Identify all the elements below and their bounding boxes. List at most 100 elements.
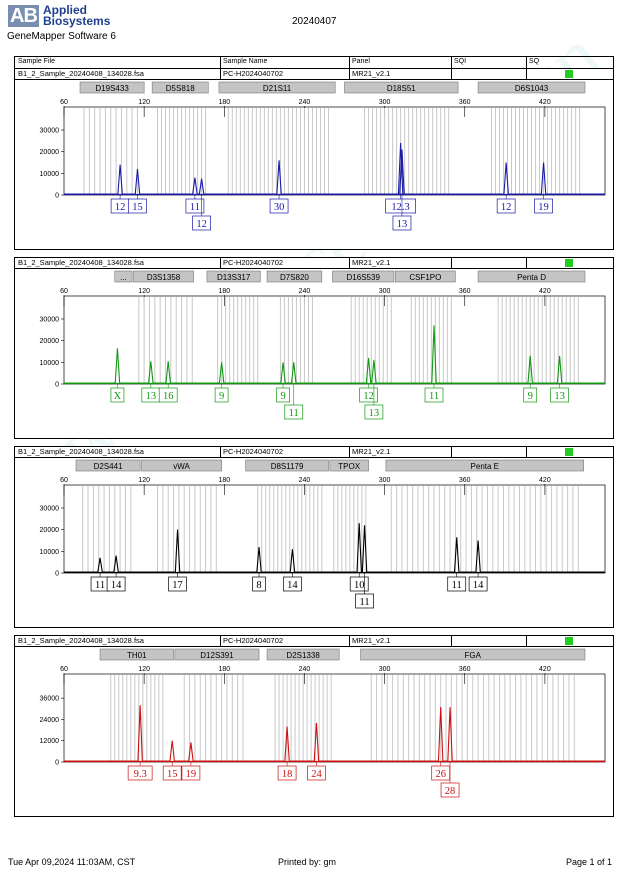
allele-call-label[interactable]: 10 bbox=[349, 573, 369, 592]
locus-marker-label: D6S1043 bbox=[515, 84, 549, 93]
x-tick-label: 300 bbox=[379, 99, 391, 106]
allele-call-text: 26 bbox=[435, 769, 446, 780]
locus-marker[interactable]: D21S11 bbox=[218, 81, 336, 94]
locus-marker[interactable]: D2S441 bbox=[75, 459, 141, 472]
allele-call-label[interactable]: 16 bbox=[158, 384, 178, 403]
locus-marker[interactable]: CSF1PO bbox=[394, 270, 456, 283]
allele-call-text: X bbox=[114, 391, 122, 402]
allele-call-label[interactable]: 12.3 bbox=[385, 195, 416, 214]
y-tick-label: 0 bbox=[55, 193, 59, 200]
allele-call-label[interactable]: 13 bbox=[550, 384, 569, 403]
allele-call-label[interactable]: 11 bbox=[424, 384, 444, 403]
sample-name: PC-H2024040702 bbox=[223, 69, 284, 78]
sample-name: PC-H2024040702 bbox=[223, 447, 284, 456]
locus-marker[interactable]: D13S317 bbox=[206, 270, 261, 283]
panel-name: MR21_v2.1 bbox=[352, 636, 391, 645]
allele-call-text: 13 bbox=[146, 391, 157, 402]
allele-call-text: 24 bbox=[311, 769, 322, 780]
allele-call-label[interactable]: 24 bbox=[307, 762, 326, 781]
allele-call-label[interactable]: 14 bbox=[106, 573, 126, 592]
allele-call-label[interactable]: 9 bbox=[276, 384, 290, 403]
locus-marker[interactable]: D18S51 bbox=[344, 81, 459, 94]
allele-call-label[interactable]: 17 bbox=[168, 573, 187, 592]
allele-call-label[interactable]: 9 bbox=[523, 384, 538, 403]
y-tick-label: 10000 bbox=[40, 360, 60, 367]
locus-marker[interactable]: vWA bbox=[141, 459, 222, 472]
allele-call-label[interactable]: 13 bbox=[141, 384, 161, 403]
sample-file: B1_2_Sample_20240408_134028.fsa bbox=[18, 636, 144, 645]
signal-trace bbox=[64, 705, 605, 762]
locus-marker[interactable]: D19S433 bbox=[79, 81, 145, 94]
allele-call-label[interactable]: 12 bbox=[496, 195, 516, 214]
x-tick-label: 60 bbox=[60, 288, 68, 295]
locus-marker-label: D18S51 bbox=[387, 84, 416, 93]
locus-marker[interactable]: Penta E bbox=[385, 459, 584, 472]
locus-marker[interactable]: FGA bbox=[360, 648, 586, 661]
allele-call-label[interactable]: 15 bbox=[128, 195, 147, 214]
locus-marker[interactable]: D7S820 bbox=[266, 270, 323, 283]
allele-call-label[interactable]: 13 bbox=[392, 195, 412, 231]
locus-marker-label: D19S433 bbox=[95, 84, 129, 93]
allele-call-label[interactable]: 9 bbox=[214, 384, 229, 403]
signal-trace bbox=[64, 142, 605, 195]
allele-call-label[interactable]: 14 bbox=[468, 573, 488, 592]
col-sq: SQ bbox=[529, 58, 540, 65]
x-tick-label: 360 bbox=[459, 477, 471, 484]
allele-call-label[interactable]: 18 bbox=[277, 762, 297, 781]
x-tick-label: 300 bbox=[379, 477, 391, 484]
panel-name: MR21_v2.1 bbox=[352, 69, 391, 78]
locus-marker[interactable]: D3S1358 bbox=[133, 270, 194, 283]
locus-marker-label: D16S539 bbox=[347, 273, 381, 282]
sample-file: B1_2_Sample_20240408_134028.fsa bbox=[18, 69, 144, 78]
allele-call-text: 10 bbox=[354, 580, 365, 591]
quality-flag-icon bbox=[565, 70, 573, 78]
locus-marker[interactable]: D5S818 bbox=[151, 81, 209, 94]
allele-call-text: 11 bbox=[359, 597, 369, 608]
x-tick-label: 420 bbox=[539, 99, 551, 106]
allele-call-text: 18 bbox=[282, 769, 293, 780]
locus-marker[interactable]: D12S391 bbox=[174, 648, 260, 661]
allele-call-label[interactable]: 19 bbox=[534, 195, 553, 214]
allele-call-text: 11 bbox=[429, 391, 439, 402]
x-tick-label: 120 bbox=[138, 666, 150, 673]
locus-marker[interactable]: Penta D bbox=[477, 270, 586, 283]
allele-call-label[interactable]: X bbox=[110, 384, 125, 403]
x-tick-label: 240 bbox=[299, 288, 311, 295]
panel-info-row: B1_2_Sample_20240408_134028.fsa PC-H20240… bbox=[15, 447, 613, 458]
locus-marker[interactable]: D16S539 bbox=[332, 270, 395, 283]
allele-call-label[interactable]: 11 bbox=[284, 384, 304, 420]
allele-call-label[interactable]: 28 bbox=[440, 762, 460, 798]
allele-call-label[interactable]: 11 bbox=[355, 573, 374, 609]
allele-call-label[interactable]: 12 bbox=[110, 195, 130, 214]
locus-marker-label: D7S820 bbox=[280, 273, 309, 282]
allele-call-label[interactable]: 30 bbox=[269, 195, 289, 214]
allele-call-label[interactable]: 8 bbox=[252, 573, 266, 592]
locus-marker[interactable]: D8S1179 bbox=[245, 459, 329, 472]
y-tick-label: 36000 bbox=[40, 696, 60, 703]
y-tick-label: 10000 bbox=[40, 549, 60, 556]
allele-call-text: 9 bbox=[219, 391, 224, 402]
locus-marker[interactable]: ... bbox=[114, 270, 133, 283]
x-tick-label: 360 bbox=[459, 288, 471, 295]
allele-call-label[interactable]: 13 bbox=[364, 384, 384, 420]
locus-marker[interactable]: TPOX bbox=[329, 459, 369, 472]
y-tick-label: 20000 bbox=[40, 149, 60, 156]
allele-call-label[interactable]: 11 bbox=[447, 573, 467, 592]
locus-marker[interactable]: TH01 bbox=[99, 648, 174, 661]
allele-call-label[interactable]: 9.3 bbox=[127, 762, 153, 781]
allele-call-label[interactable]: 11 bbox=[185, 195, 205, 214]
allele-call-label[interactable]: 26 bbox=[431, 762, 451, 781]
signal-trace bbox=[64, 325, 605, 384]
allele-call-label[interactable]: 11 bbox=[90, 573, 110, 592]
plot-frame bbox=[63, 484, 606, 574]
allele-call-label[interactable]: 15 bbox=[162, 762, 182, 781]
locus-marker[interactable]: D6S1043 bbox=[477, 81, 586, 94]
plot-frame bbox=[63, 295, 606, 385]
allele-call-label[interactable]: 14 bbox=[283, 573, 302, 592]
x-tick-label: 180 bbox=[218, 477, 230, 484]
locus-marker-label: TPOX bbox=[338, 462, 360, 471]
allele-call-label[interactable]: 12 bbox=[359, 384, 378, 403]
allele-call-label[interactable]: 12 bbox=[192, 195, 211, 231]
allele-call-label[interactable]: 19 bbox=[181, 762, 201, 781]
locus-marker[interactable]: D2S1338 bbox=[266, 648, 340, 661]
